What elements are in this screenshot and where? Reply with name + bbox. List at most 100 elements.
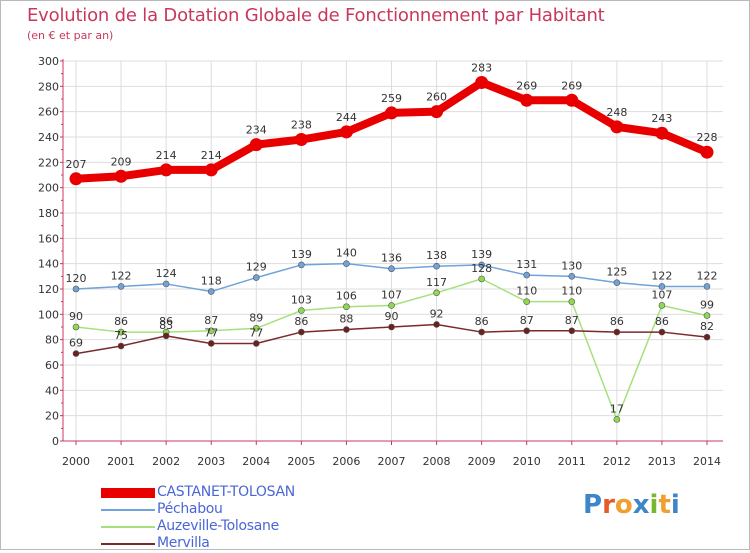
data-point [207,288,215,295]
data-label: 234 [246,124,267,137]
legend-swatch [101,488,155,498]
data-label: 92 [430,307,444,320]
data-label: 214 [156,149,177,162]
x-tick-label: 2013 [648,455,676,468]
data-label: 243 [651,112,672,125]
data-label: 103 [291,294,312,307]
data-label: 69 [69,337,83,350]
data-point [72,323,80,331]
data-point [162,332,170,340]
x-tick-label: 2005 [287,455,315,468]
y-tick-label: 240 [38,131,59,144]
data-label: 214 [201,149,222,162]
logo-letter: r [602,490,615,520]
data-label: 122 [697,269,718,282]
data-label: 99 [700,299,714,312]
x-tick-label: 2001 [107,455,135,468]
data-point [388,265,395,273]
data-label: 122 [111,269,132,282]
data-point [430,105,444,119]
proxiti-logo: Proxiti [583,490,680,520]
data-point [478,328,485,336]
data-label: 140 [336,247,357,260]
data-label: 269 [561,79,582,92]
data-point [252,324,260,332]
data-point [343,326,350,333]
data-label: 89 [249,311,263,324]
data-point [388,323,395,331]
data-label: 75 [114,329,128,342]
data-point [478,261,485,269]
data-point [655,126,669,140]
data-point [249,138,263,152]
x-tick-label: 2004 [242,455,270,468]
y-tick-label: 200 [38,182,59,195]
data-point [523,271,531,279]
data-point [523,298,531,305]
data-point [388,302,395,309]
data-label: 207 [66,158,87,171]
data-label: 139 [291,248,312,261]
data-point [658,302,666,309]
data-label: 248 [606,106,627,119]
data-point [162,280,170,288]
data-point [613,328,621,336]
data-label: 77 [204,326,218,339]
data-point [613,279,621,286]
x-tick-label: 2012 [603,455,631,468]
legend-swatch [101,526,155,528]
legend-swatch [101,543,155,545]
x-tick-label: 2008 [423,455,451,468]
data-label: 228 [697,131,718,144]
data-point [72,350,80,357]
y-tick-label: 180 [38,207,59,220]
data-label: 269 [516,79,537,92]
data-point [343,260,350,267]
data-point [117,342,125,350]
data-point [610,120,624,134]
x-tick-label: 2014 [693,455,721,468]
data-label: 136 [381,252,402,265]
chart-subtitle: (en € et par an) [27,29,114,42]
data-point [475,76,489,90]
legend-label: Auzeville-Tolosane [157,518,279,534]
data-label: 110 [516,285,537,298]
data-point [385,106,398,120]
data-label: 82 [700,320,714,333]
data-point [207,327,215,335]
logo-letter: i [670,490,680,520]
x-tick-label: 2011 [558,455,586,468]
data-point [478,275,485,283]
data-label: 90 [69,310,83,323]
data-point [117,283,125,290]
data-label: 17 [610,402,624,415]
y-tick-label: 80 [45,334,59,347]
data-label: 128 [471,262,492,275]
data-point [523,327,531,335]
data-label: 138 [426,249,447,262]
data-point [613,416,621,423]
data-label: 107 [381,288,402,301]
data-label: 118 [201,275,222,288]
data-point [343,303,350,311]
data-point [568,298,576,305]
data-label: 83 [159,319,173,332]
data-label: 86 [610,315,624,328]
data-point [433,262,440,270]
data-label: 259 [381,92,402,105]
legend-swatch [101,509,155,511]
data-point [568,273,576,280]
chart-title: Evolution de la Dotation Globale de Fonc… [27,5,605,26]
data-label: 125 [606,266,627,279]
data-point [658,328,666,336]
data-label: 88 [339,313,353,326]
data-label: 209 [111,155,132,168]
data-point [159,163,173,177]
data-point [703,333,711,341]
data-label: 124 [156,267,177,280]
logo-letter: t [658,490,671,520]
data-point [703,283,711,290]
data-label: 238 [291,119,312,132]
